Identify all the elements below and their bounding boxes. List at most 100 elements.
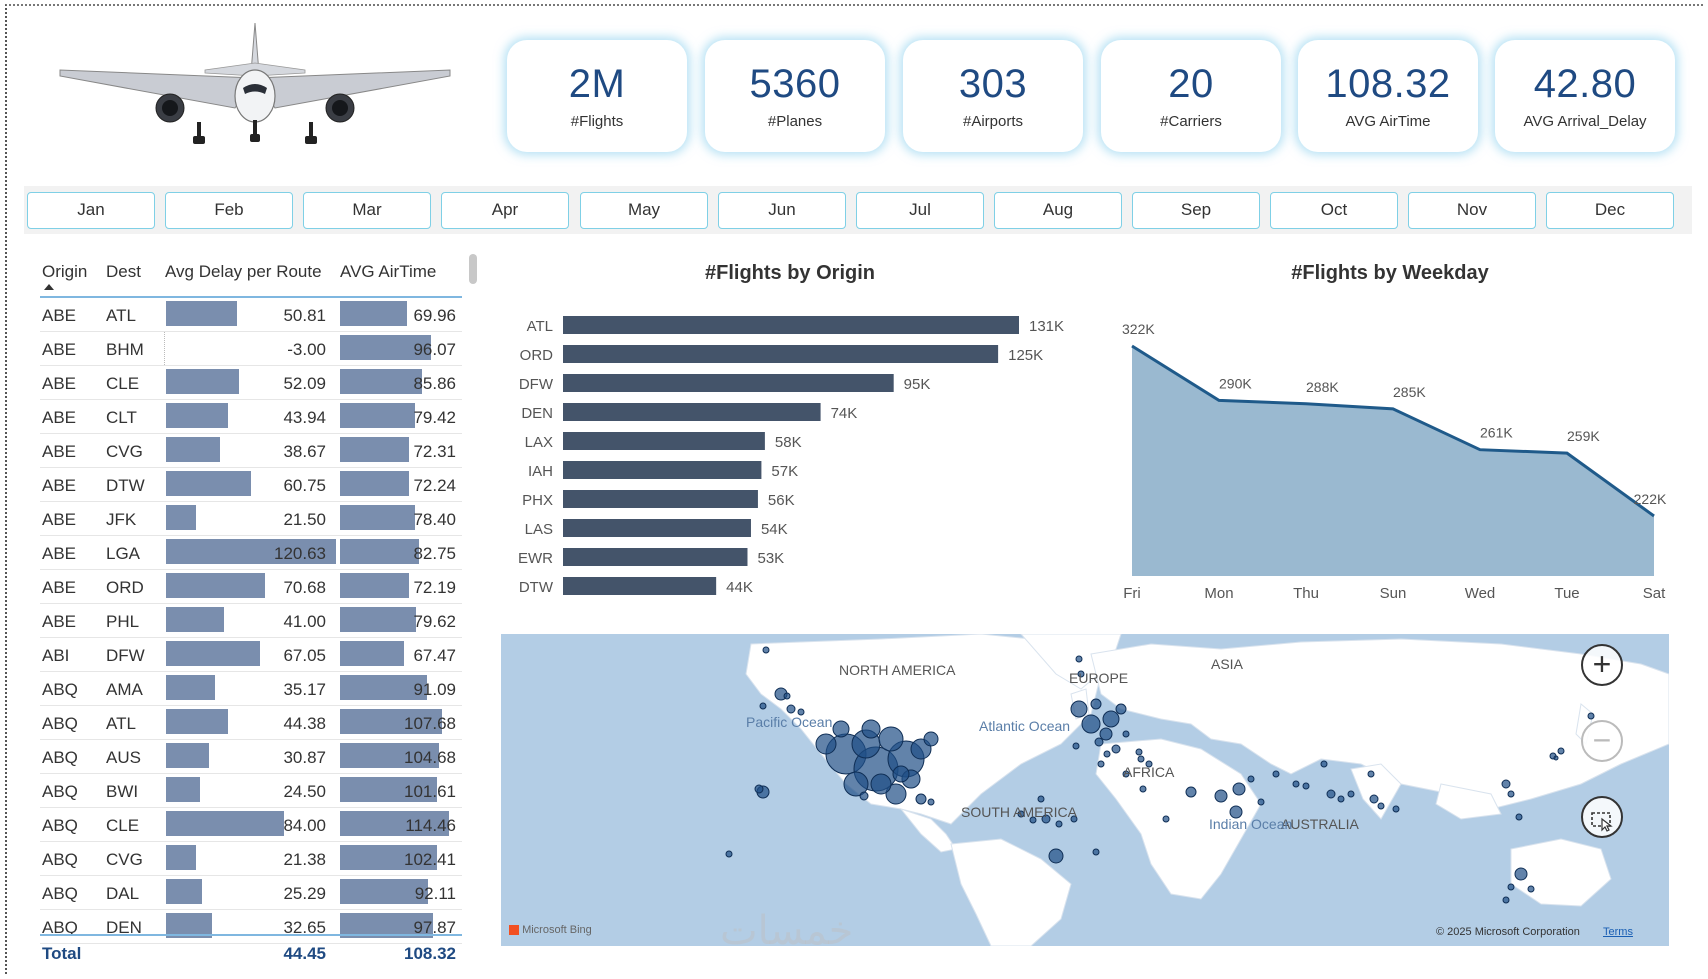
weekday-chart-title: #Flights by Weekday (1291, 262, 1489, 284)
weekday-axis-label: Thu (1293, 585, 1319, 602)
month-button-apr[interactable]: Apr (441, 192, 569, 229)
cell-avg-delay: 70.68 (283, 578, 326, 597)
table-row[interactable]: ABE PHL 41.00 79.62 (40, 604, 462, 638)
table-row[interactable]: ABE CLE 52.09 85.86 (40, 366, 462, 400)
table-row[interactable]: ABQ BWI 24.50 101.61 (40, 774, 462, 808)
origin-axis-label: DFW (519, 376, 554, 393)
cell-avg-airtime: 72.24 (413, 476, 456, 495)
cell-origin: ABQ (42, 918, 78, 937)
cell-origin: ABE (42, 578, 77, 597)
month-button-mar[interactable]: Mar (303, 192, 431, 229)
map-terms-link[interactable]: Terms (1603, 926, 1633, 938)
month-button-jan[interactable]: Jan (27, 192, 155, 229)
column-header-avg-delay[interactable]: Avg Delay per Route (165, 262, 322, 281)
origin-data-label: 125K (1008, 347, 1043, 364)
column-header-avg-airtime[interactable]: AVG AirTime (340, 262, 437, 281)
table-row[interactable]: ABQ DEN 32.65 97.87 (40, 910, 462, 944)
kpi-arrival-delay-value: 42.80 (1533, 62, 1637, 106)
origin-bar[interactable] (563, 461, 762, 479)
table-row[interactable]: ABQ ATL 44.38 107.68 (40, 706, 462, 740)
table-row[interactable]: ABE JFK 21.50 78.40 (40, 502, 462, 536)
weekday-axis-label: Mon (1204, 585, 1233, 602)
airports-map[interactable]: NORTH AMERICA EUROPE ASIA AFRICA SOUTH A… (501, 634, 1669, 946)
table-row[interactable]: ABQ AUS 30.87 104.68 (40, 740, 462, 774)
table-header: Origin Dest Avg Delay per Route AVG AirT… (40, 254, 462, 298)
cell-dest: BWI (106, 782, 139, 801)
route-table: Origin Dest Avg Delay per Route AVG AirT… (40, 254, 462, 944)
delay-data-bar (166, 539, 336, 564)
origin-bar[interactable] (563, 519, 751, 537)
origin-bar[interactable] (563, 548, 748, 566)
table-total-row: Total 44.45 108.32 (40, 934, 462, 964)
delay-data-bar (166, 437, 221, 462)
airtime-data-bar (340, 743, 440, 768)
flights-by-origin-chart: ATL 131K ORD 125K DFW 95K DEN 74K LAX 58K IAH 57K PH… (518, 316, 1064, 596)
kpi-airtime-card: 108.32 AVG AirTime (1298, 40, 1478, 152)
month-button-may[interactable]: May (580, 192, 708, 229)
table-row[interactable]: ABE DTW 60.75 72.24 (40, 468, 462, 502)
cell-dest: DFW (106, 646, 145, 665)
airtime-data-bar (340, 845, 438, 870)
month-button-sep[interactable]: Sep (1132, 192, 1260, 229)
cell-avg-airtime: 91.09 (413, 680, 456, 699)
cell-avg-airtime: 107.68 (404, 714, 456, 733)
origin-data-label: 57K (771, 463, 798, 480)
origin-data-label: 53K (757, 550, 784, 567)
kpi-carriers-card: 20 #Carriers (1101, 40, 1281, 152)
delay-data-bar (166, 845, 196, 870)
airtime-data-bar (340, 811, 449, 836)
zoom-out-button[interactable]: − (1581, 720, 1623, 762)
origin-bar[interactable] (563, 490, 758, 508)
table-row[interactable]: ABE ORD 70.68 72.19 (40, 570, 462, 604)
column-header-dest[interactable]: Dest (106, 262, 141, 281)
month-button-dec[interactable]: Dec (1546, 192, 1674, 229)
cell-dest: ATL (106, 306, 136, 325)
select-region-button[interactable] (1581, 796, 1623, 838)
table-row[interactable]: ABE ATL 50.81 69.96 (40, 298, 462, 332)
map-label-south-america: SOUTH AMERICA (961, 804, 1077, 820)
cell-origin: ABE (42, 544, 77, 563)
month-button-aug[interactable]: Aug (994, 192, 1122, 229)
cell-origin: ABE (42, 340, 77, 359)
table-row[interactable]: ABE LGA 120.63 82.75 (40, 536, 462, 570)
delay-data-bar (166, 641, 261, 666)
cell-origin: ABE (42, 408, 77, 427)
map-copyright: © 2025 Microsoft Corporation (1436, 926, 1580, 938)
table-scrollbar[interactable] (469, 254, 477, 284)
month-button-jul[interactable]: Jul (856, 192, 984, 229)
bing-logo: Microsoft Bing (509, 924, 592, 936)
origin-bar[interactable] (563, 432, 765, 450)
month-button-jun[interactable]: Jun (718, 192, 846, 229)
origin-axis-label: ATL (527, 318, 553, 335)
origin-data-label: 74K (831, 405, 858, 422)
table-row[interactable]: ABQ CVG 21.38 102.41 (40, 842, 462, 876)
delay-data-bar (166, 301, 238, 326)
table-row[interactable]: ABE CLT 43.94 79.42 (40, 400, 462, 434)
kpi-flights-label: #Flights (570, 113, 624, 130)
table-row[interactable]: ABE BHM -3.00 96.07 (40, 332, 462, 366)
month-button-nov[interactable]: Nov (1408, 192, 1536, 229)
origin-bar[interactable] (563, 403, 821, 421)
weekday-data-label: 285K (1393, 384, 1426, 400)
table-row[interactable]: ABQ AMA 35.17 91.09 (40, 672, 462, 706)
zoom-in-button[interactable]: + (1581, 644, 1623, 686)
airtime-data-bar (340, 539, 419, 564)
month-button-feb[interactable]: Feb (165, 192, 293, 229)
column-header-origin[interactable]: Origin (42, 262, 88, 281)
origin-axis-label: EWR (518, 550, 553, 567)
weekday-data-label: 288K (1306, 379, 1339, 395)
cell-dest: ORD (106, 578, 144, 597)
table-row[interactable]: ABI DFW 67.05 67.47 (40, 638, 462, 672)
table-row[interactable]: ABE CVG 38.67 72.31 (40, 434, 462, 468)
origin-bar[interactable] (563, 345, 999, 363)
origin-bar[interactable] (563, 316, 1019, 334)
origin-bar[interactable] (563, 577, 717, 595)
delay-data-bar (166, 471, 252, 496)
airtime-data-bar (340, 505, 415, 530)
origin-axis-label: LAX (525, 434, 553, 451)
airtime-data-bar (340, 607, 416, 632)
origin-bar[interactable] (563, 374, 894, 392)
table-row[interactable]: ABQ CLE 84.00 114.46 (40, 808, 462, 842)
table-row[interactable]: ABQ DAL 25.29 92.11 (40, 876, 462, 910)
month-button-oct[interactable]: Oct (1270, 192, 1398, 229)
